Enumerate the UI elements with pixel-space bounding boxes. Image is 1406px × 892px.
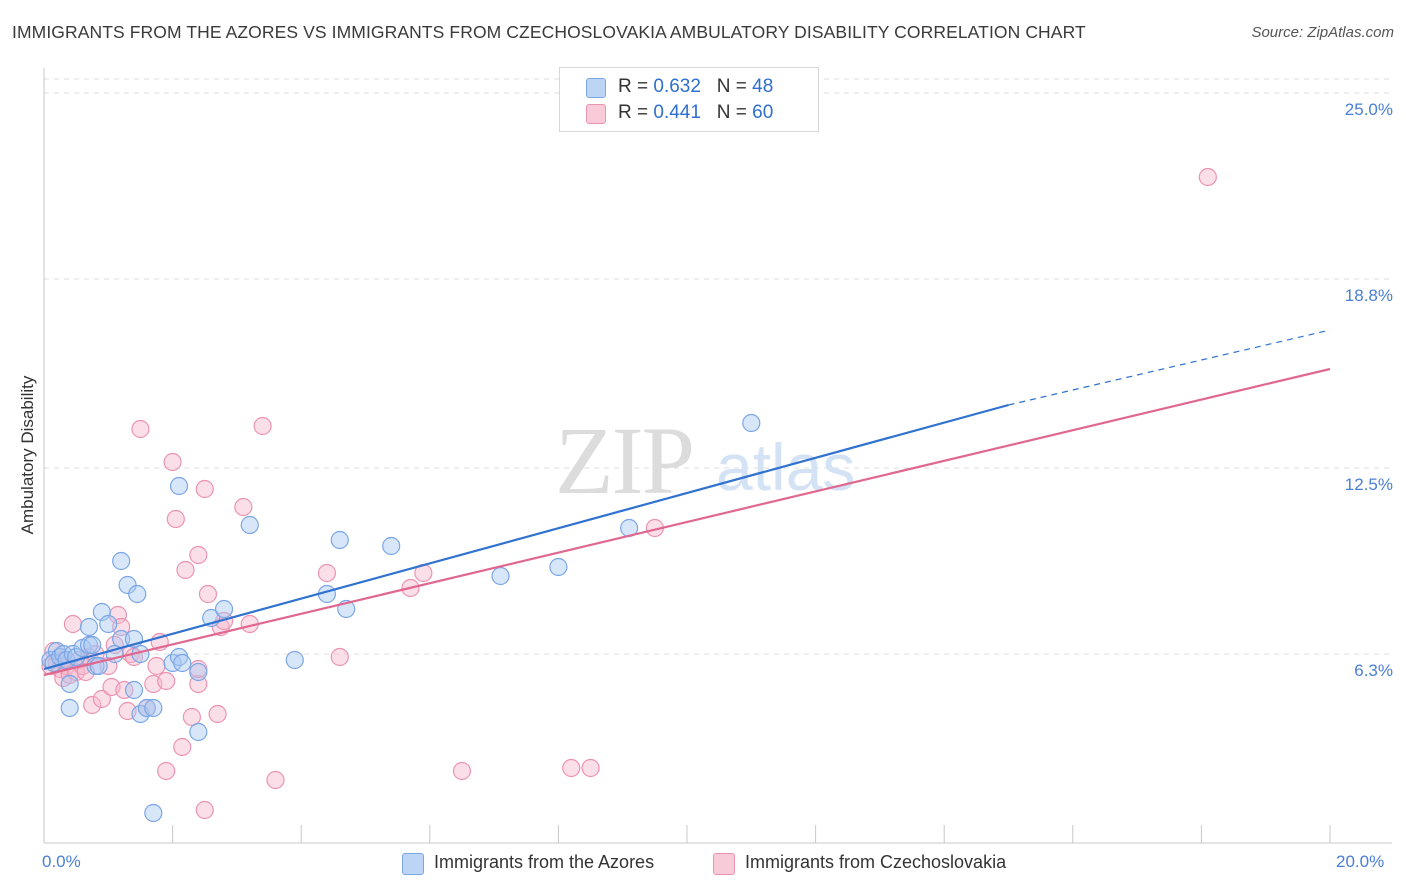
point-czechoslovakia [234, 497, 253, 517]
point-czechoslovakia [266, 770, 285, 790]
point-azores [83, 635, 102, 655]
point-azores [112, 551, 131, 571]
axes [43, 68, 1392, 844]
point-czechoslovakia [157, 671, 176, 691]
point-azores [382, 536, 401, 556]
bottom-legend-label-czechoslovakia: Immigrants from Czechoslovakia [745, 852, 1007, 872]
legend-swatch-czechoslovakia [586, 104, 606, 124]
point-azores [60, 674, 79, 694]
point-azores [491, 566, 510, 586]
point-czechoslovakia [330, 647, 349, 667]
legend-r-label: R = [618, 102, 654, 123]
point-czechoslovakia [173, 737, 192, 757]
point-czechoslovakia [147, 656, 166, 676]
point-azores [144, 698, 163, 718]
y-tick-label: 6.3% [1354, 661, 1393, 680]
point-czechoslovakia [92, 689, 111, 709]
point-azores [124, 680, 144, 700]
point-czechoslovakia [115, 680, 134, 700]
x-tick-label-max: 20.0% [1336, 852, 1385, 871]
bottom-legend-swatch-czechoslovakia [713, 853, 735, 875]
point-czechoslovakia [581, 758, 600, 778]
y-tick-label: 25.0% [1344, 100, 1393, 119]
trendline-azores-extension [1008, 329, 1331, 406]
point-czechoslovakia [83, 695, 102, 715]
trendline-azores [43, 403, 1009, 671]
point-azores [742, 413, 761, 433]
point-czechoslovakia [182, 707, 201, 727]
watermark: ZIP atlas [555, 407, 855, 514]
point-azores [240, 515, 259, 535]
point-czechoslovakia [317, 563, 337, 583]
point-azores [189, 662, 208, 682]
point-azores [214, 599, 234, 619]
point-azores [549, 557, 568, 577]
legend-n-value: 48 [752, 76, 774, 97]
bottom-legend-label-azores: Immigrants from the Azores [434, 852, 655, 872]
legend-n-label: N = [716, 102, 753, 123]
y-tick-label: 12.5% [1344, 475, 1393, 494]
bottom-legend-swatch-azores [402, 853, 424, 875]
legend-swatch-azores [586, 78, 606, 98]
point-czechoslovakia [1198, 167, 1217, 187]
point-azores [169, 476, 189, 496]
point-azores [189, 722, 208, 742]
point-azores [60, 698, 79, 718]
point-czechoslovakia [157, 761, 176, 781]
point-czechoslovakia [195, 800, 214, 820]
correlation-legend: R = 0.632 N = 48 R = 0.441 N = 60 [559, 67, 819, 132]
y-tick-label: 18.8% [1344, 286, 1393, 305]
point-czechoslovakia [166, 509, 185, 529]
point-azores [79, 617, 99, 637]
point-czechoslovakia [176, 560, 195, 580]
legend-n-label: N = [716, 76, 753, 97]
trendlines [43, 329, 1331, 677]
point-azores [99, 614, 118, 634]
point-azores [128, 584, 147, 604]
point-czechoslovakia [452, 761, 472, 781]
point-azores [144, 803, 163, 823]
point-czechoslovakia [163, 452, 182, 472]
point-czechoslovakia [208, 704, 227, 724]
point-czechoslovakia [253, 416, 272, 436]
legend-r-label: R = [618, 76, 654, 97]
point-czechoslovakia [198, 584, 218, 604]
legend-n-value: 60 [752, 102, 774, 123]
point-azores [63, 644, 83, 664]
gridlines [44, 78, 1392, 655]
point-czechoslovakia [131, 419, 150, 439]
x-tick-label-min: 0.0% [42, 852, 81, 871]
point-czechoslovakia [562, 758, 581, 778]
source-label: Source: ZipAtlas.com [1251, 24, 1394, 41]
point-czechoslovakia [63, 614, 83, 634]
legend-r-value: 0.632 [653, 76, 701, 97]
legend-r-value: 0.441 [653, 102, 701, 123]
point-czechoslovakia [195, 479, 214, 499]
point-azores [285, 650, 304, 670]
point-azores [137, 698, 156, 718]
point-azores [330, 530, 349, 550]
point-czechoslovakia [189, 545, 208, 565]
chart-title: IMMIGRANTS FROM THE AZORES VS IMMIGRANTS… [12, 22, 1086, 42]
trendline-czechoslovakia [43, 367, 1331, 677]
point-azores [173, 653, 192, 673]
